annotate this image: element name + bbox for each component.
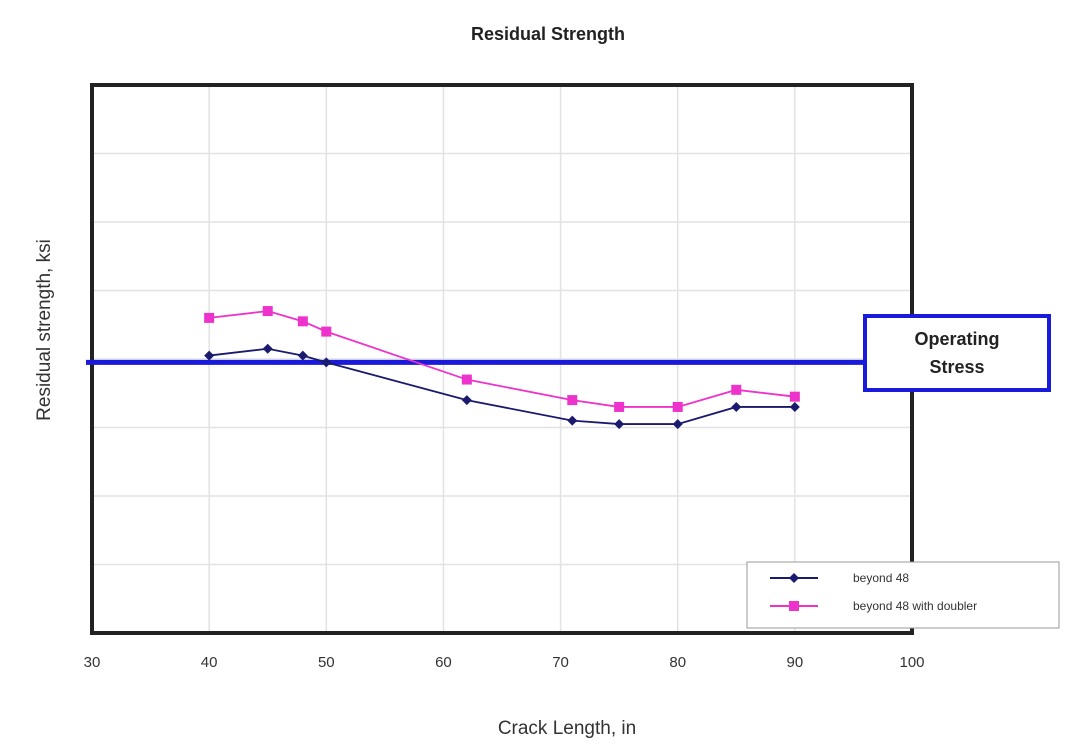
legend-label-1: beyond 48 [853, 571, 909, 585]
legend: beyond 48 beyond 48 with doubler [746, 561, 1060, 629]
data-point [614, 419, 625, 430]
chart-title: Residual Strength [471, 24, 625, 44]
x-tick-label: 40 [201, 654, 218, 671]
data-point [321, 357, 332, 368]
legend-marker-1 [789, 573, 799, 583]
x-tick-label: 30 [84, 654, 101, 671]
series-line-2 [209, 310, 795, 408]
legend-marker-2 [789, 601, 799, 611]
data-point [672, 401, 683, 412]
legend-label-2: beyond 48 with doubler [853, 599, 977, 613]
x-tick-label: 100 [899, 654, 924, 671]
data-point [731, 384, 742, 395]
grid-lines [92, 85, 912, 633]
data-point [297, 316, 308, 327]
data-point [262, 343, 273, 354]
data-point [567, 415, 578, 426]
x-tick-label: 90 [787, 654, 804, 671]
data-point [567, 395, 578, 406]
data-point [461, 395, 472, 406]
x-tick-label: 70 [552, 654, 569, 671]
annotation-line-1: Operating [914, 329, 999, 349]
data-point [297, 350, 308, 361]
data-point [789, 401, 800, 412]
x-tick-label: 80 [669, 654, 686, 671]
y-axis-label: Residual strength, ksi [34, 239, 55, 421]
data-point [789, 391, 800, 402]
x-tick-label: 60 [435, 654, 452, 671]
series-group [204, 306, 800, 430]
x-tick-label: 50 [318, 654, 335, 671]
annotation-line-2: Stress [929, 357, 984, 377]
data-point [672, 419, 683, 430]
x-axis-label: Crack Length, in [498, 718, 636, 739]
legend-box [746, 561, 1060, 629]
data-point [262, 306, 273, 317]
annotation-box [863, 314, 1051, 392]
data-point [614, 401, 625, 412]
data-point [204, 350, 215, 361]
data-point [461, 374, 472, 385]
x-tick-labels: 30 40 50 60 70 80 90 100 [84, 654, 925, 671]
operating-stress-annotation: Operating Stress [863, 314, 1051, 392]
data-point [321, 326, 332, 337]
data-point [204, 312, 215, 323]
series-line-1 [209, 347, 795, 425]
data-point [731, 401, 742, 412]
